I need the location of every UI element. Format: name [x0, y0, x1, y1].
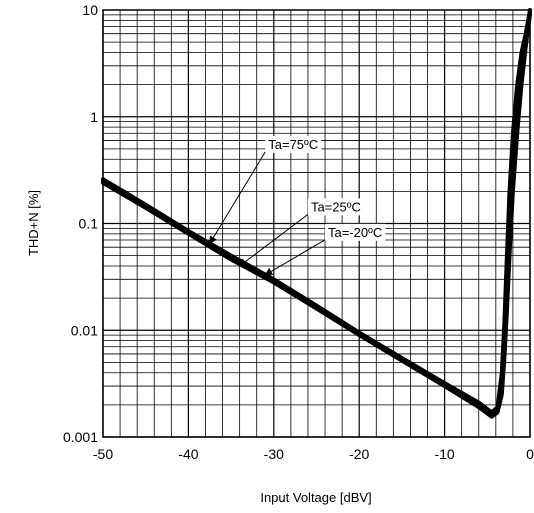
- x-tick-label: 0: [526, 446, 534, 462]
- annotation-background: [265, 135, 322, 153]
- annotation-arrow: [209, 151, 266, 245]
- series-line-3: [101, 12, 532, 419]
- x-tick-label: -40: [178, 446, 198, 462]
- annotation-background: [325, 223, 386, 241]
- y-tick-label: 0.001: [63, 429, 98, 445]
- x-tick-label: -50: [93, 446, 113, 462]
- annotation-arrow: [238, 213, 309, 267]
- annotation-label: Ta=75ºC: [268, 137, 318, 152]
- tick-labels: -50 -40 -30 -20 -10 0 0.001 0.01 0.1 1 10: [63, 2, 534, 462]
- y-tick-label: 10: [82, 2, 98, 18]
- plot-frame: [102, 9, 531, 438]
- x-tick-label: -30: [264, 446, 284, 462]
- annotation-label: Ta=-20ºC: [328, 225, 382, 240]
- x-tick-label: -10: [434, 446, 454, 462]
- annotations: Ta=75ºC Ta=25ºC Ta=-20ºC: [209, 135, 386, 276]
- y-tick-label: 1: [90, 109, 98, 125]
- x-axis-label: Input Voltage [dBV]: [260, 490, 371, 505]
- annotation-label: Ta=25ºC: [311, 199, 361, 214]
- x-tick-label: -20: [349, 446, 369, 462]
- grid: [102, 10, 531, 438]
- y-tick-label: 0.01: [71, 322, 98, 338]
- annotation-background: [307, 198, 364, 216]
- y-tick-label: 0.1: [79, 216, 99, 232]
- y-axis-label: THD+N [%]: [26, 190, 41, 256]
- annotation-arrow: [264, 239, 326, 276]
